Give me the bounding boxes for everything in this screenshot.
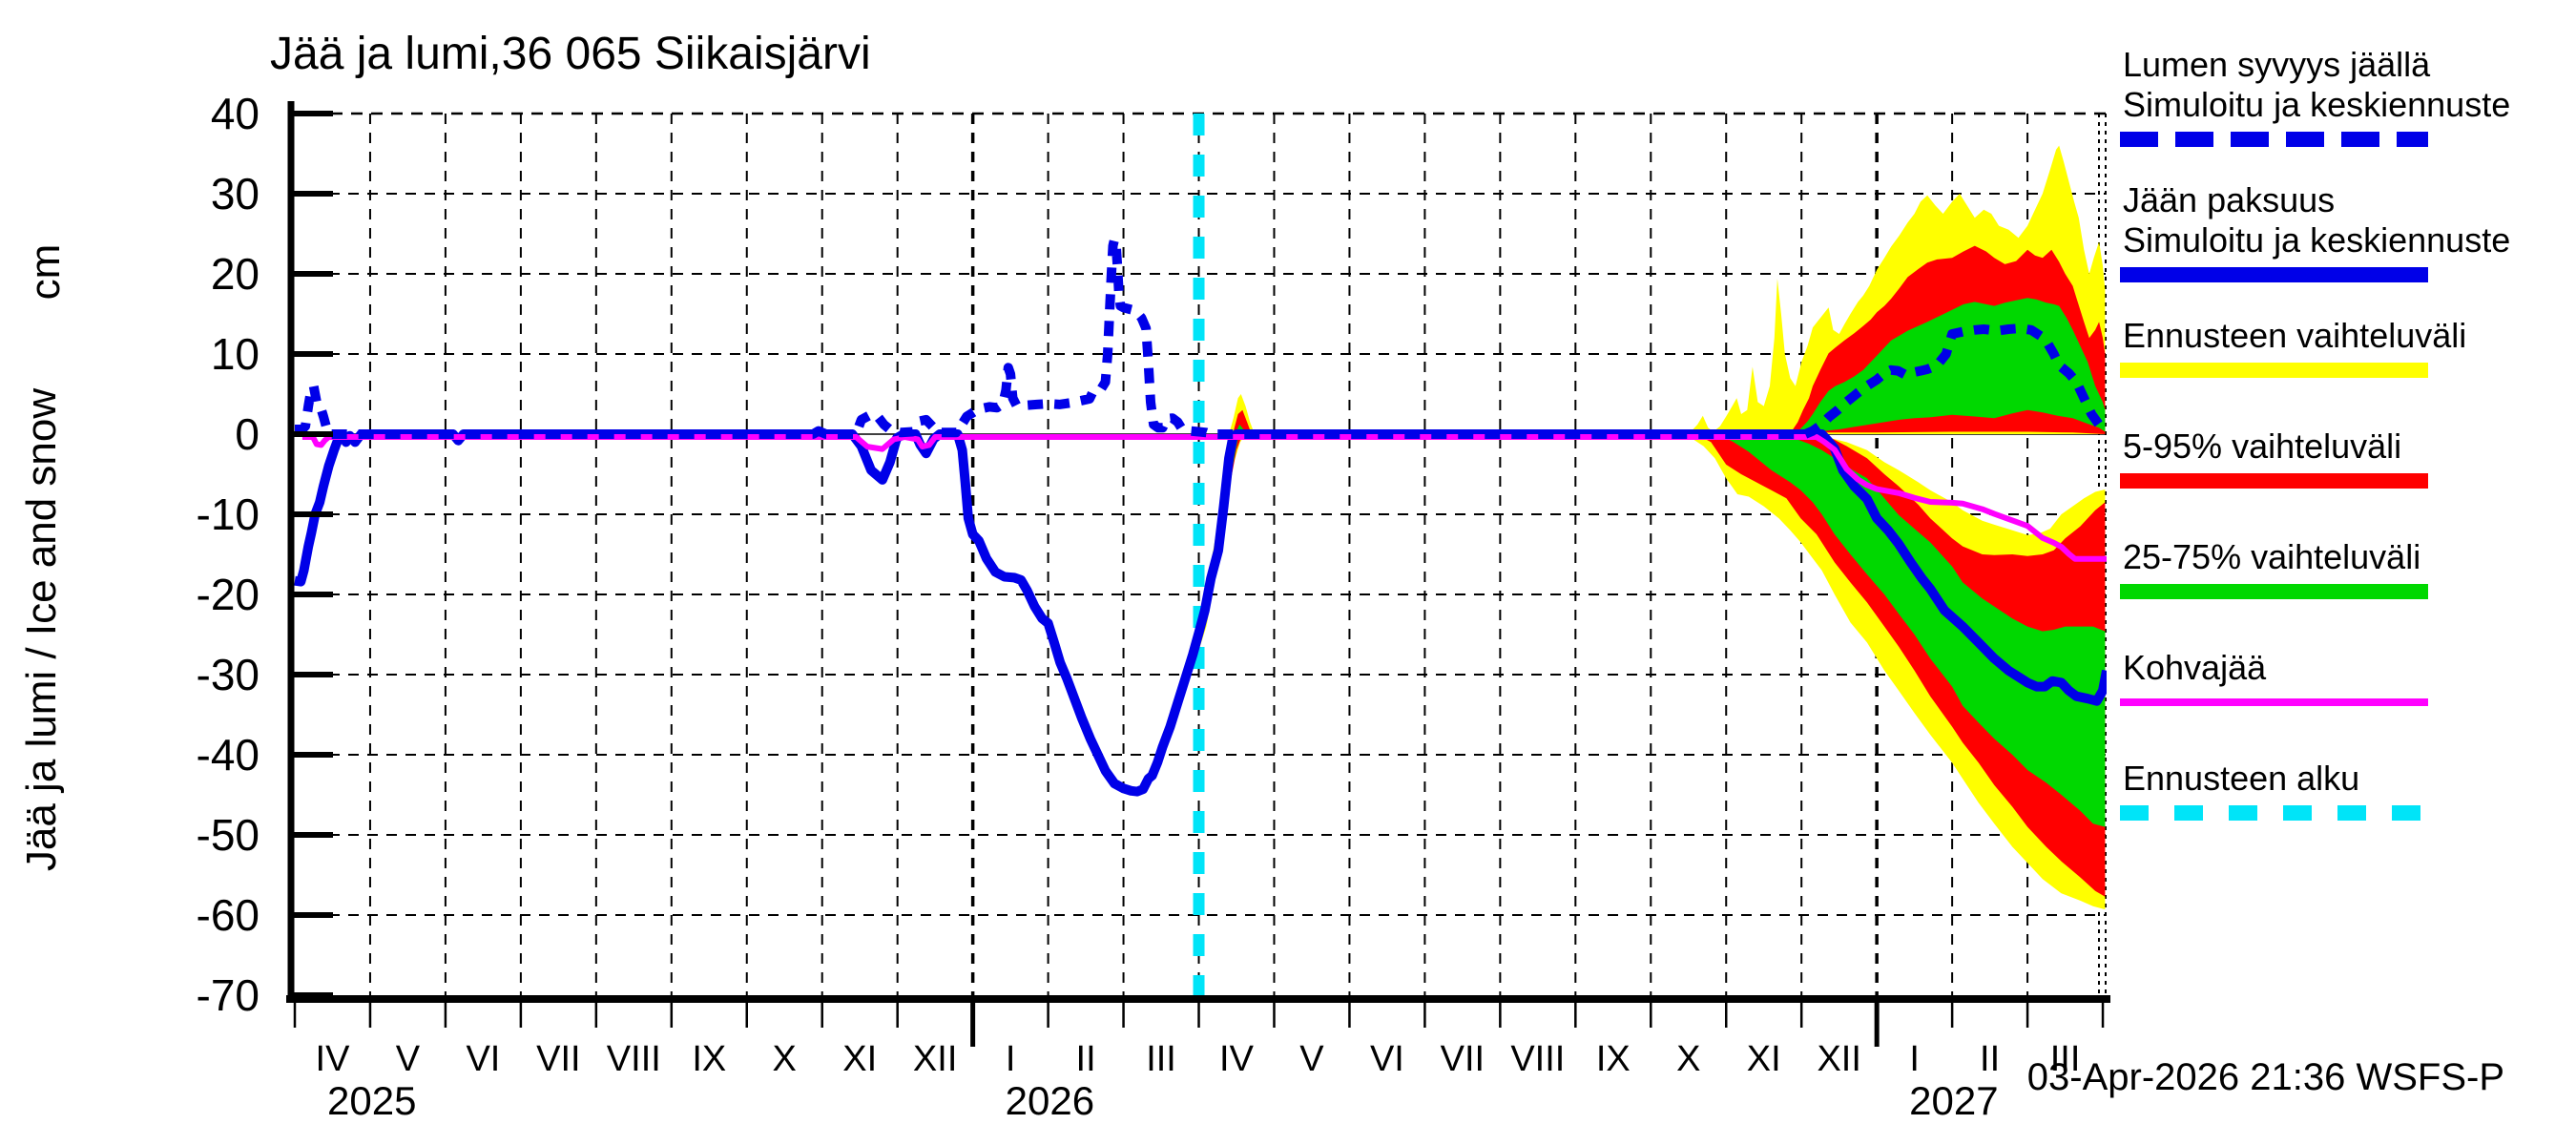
legend-item-3: 5-95% vaihteluväli xyxy=(2120,427,2428,489)
y-tick-label-40: 40 xyxy=(211,89,260,138)
x-month-label-18: X xyxy=(1676,1039,1700,1079)
x-month-label-16: VIII xyxy=(1510,1039,1565,1079)
y-tick-label--20: -20 xyxy=(197,570,260,619)
x-month-label-4: VIII xyxy=(607,1039,661,1079)
x-month-label-21: I xyxy=(1909,1039,1920,1079)
y-tick-label--10: -10 xyxy=(197,489,260,539)
band-winter-ice-25-75 xyxy=(1718,434,2106,827)
x-month-label-22: II xyxy=(1980,1039,2000,1079)
legend-item-1-label: Jään paksuus xyxy=(2123,180,2335,219)
x-month-label-7: XI xyxy=(842,1039,877,1079)
legend-item-6-label: Ennusteen alku xyxy=(2123,759,2359,798)
legend-item-6: Ennusteen alku xyxy=(2120,759,2428,821)
x-month-label-12: IV xyxy=(1219,1039,1255,1079)
x-month-label-15: VII xyxy=(1441,1039,1485,1079)
y-tick-label-0: 0 xyxy=(235,409,260,459)
legend-item-4-label: 25-75% vaihteluväli xyxy=(2123,537,2420,576)
snow-median-line xyxy=(295,234,2107,439)
legend-item-0-label: Simuloitu ja keskiennuste xyxy=(2123,85,2510,124)
y-tick-label-30: 30 xyxy=(211,169,260,219)
x-year-label-2025: 2025 xyxy=(327,1078,416,1123)
band-spring-snow-5-95 xyxy=(1233,409,1252,434)
legend-item-2-label: Ennusteen vaihteluväli xyxy=(2123,316,2466,355)
y-tick-label--40: -40 xyxy=(197,730,260,780)
x-month-label-6: X xyxy=(773,1039,797,1079)
legend-item-4: 25-75% vaihteluväli xyxy=(2120,537,2428,599)
x-month-label-23: III xyxy=(2050,1039,2081,1079)
x-month-label-0: IV xyxy=(316,1039,351,1079)
x-month-label-2: VI xyxy=(466,1039,500,1079)
y-tick-label--50: -50 xyxy=(197,810,260,860)
legend-item-5-label: Kohvajää xyxy=(2123,648,2267,687)
legend-item-2: Ennusteen vaihteluväli xyxy=(2120,316,2466,378)
x-month-label-14: VI xyxy=(1370,1039,1404,1079)
x-month-label-8: XII xyxy=(913,1039,957,1079)
x-month-label-10: II xyxy=(1076,1039,1096,1079)
legend-item-3-label: 5-95% vaihteluväli xyxy=(2123,427,2401,466)
y-tick-label--30: -30 xyxy=(197,650,260,699)
x-year-label-2027: 2027 xyxy=(1909,1078,1998,1123)
y-tick-label--70: -70 xyxy=(197,970,260,1020)
legend-item-0-label: Lumen syvyys jäällä xyxy=(2123,45,2431,84)
forecast-bands xyxy=(1198,145,2106,910)
y-axis-unit: cm xyxy=(22,244,69,301)
x-month-label-5: IX xyxy=(692,1039,726,1079)
x-month-label-13: V xyxy=(1299,1039,1324,1079)
x-year-label-2026: 2026 xyxy=(1006,1078,1094,1123)
ice-median-line xyxy=(294,429,2107,797)
y-tick-label-10: 10 xyxy=(211,329,260,379)
timestamp-label: 03-Apr-2026 21:36 WSFS-P xyxy=(2027,1056,2504,1098)
band-winter-ice-5-95 xyxy=(1695,434,2106,897)
y-axis-title: Jää ja lumi / Ice and snow xyxy=(18,388,65,871)
x-month-label-11: III xyxy=(1146,1039,1176,1079)
legend-item-1-label: Simuloitu ja keskiennuste xyxy=(2123,220,2510,260)
x-month-label-3: VII xyxy=(536,1039,580,1079)
y-tick-label-20: 20 xyxy=(211,249,260,299)
y-tick-label--60: -60 xyxy=(197,890,260,940)
x-month-label-9: I xyxy=(1006,1039,1016,1079)
x-month-label-20: XII xyxy=(1817,1039,1860,1079)
x-month-label-19: XI xyxy=(1747,1039,1781,1079)
x-month-label-1: V xyxy=(396,1039,421,1079)
legend-item-5: Kohvajää xyxy=(2120,648,2428,706)
kohvajaa-line xyxy=(301,434,2107,562)
x-month-label-17: IX xyxy=(1596,1039,1631,1079)
chart-title: Jää ja lumi,36 065 Siikaisjärvi xyxy=(270,29,871,79)
data-series xyxy=(294,234,2107,797)
axes xyxy=(286,101,2110,1047)
